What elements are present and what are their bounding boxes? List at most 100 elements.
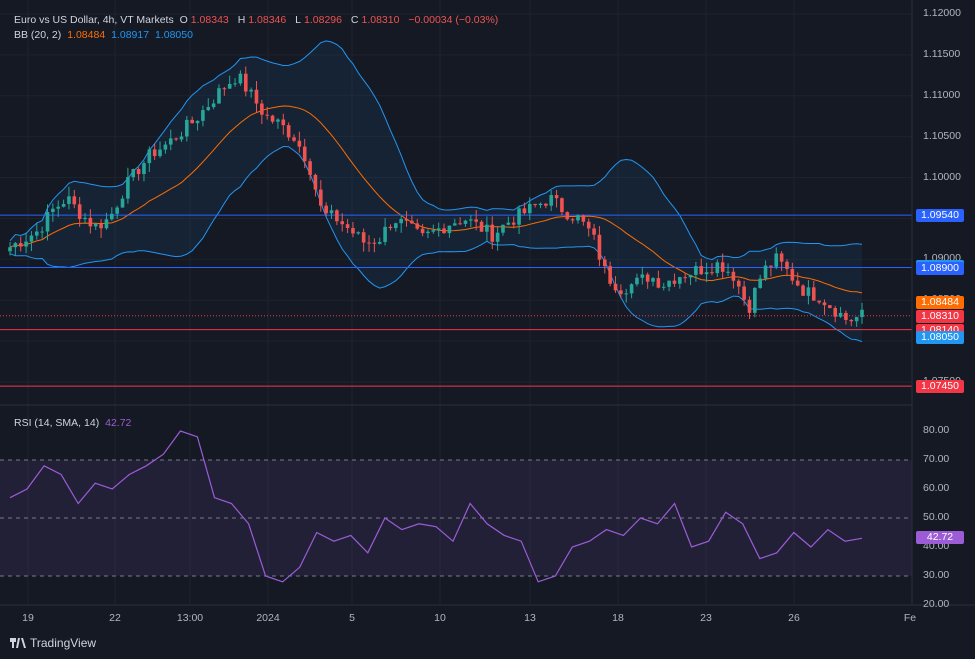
candle-body[interactable]	[828, 305, 832, 309]
candle-body[interactable]	[201, 110, 205, 121]
symbol-title[interactable]: Euro vs US Dollar, 4h, VT Markets	[14, 14, 174, 26]
rsi-label[interactable]: RSI (14, SMA, 14)	[14, 417, 100, 429]
candle-body[interactable]	[683, 277, 687, 279]
candle-body[interactable]	[592, 228, 596, 235]
candle-body[interactable]	[136, 169, 141, 175]
candle-body[interactable]	[790, 269, 795, 281]
candle-body[interactable]	[415, 223, 420, 229]
candle-body[interactable]	[351, 227, 355, 234]
candle-body[interactable]	[329, 210, 334, 214]
candle-body[interactable]	[833, 308, 838, 317]
candle-body[interactable]	[265, 114, 270, 116]
candle-body[interactable]	[292, 137, 296, 141]
candle-body[interactable]	[538, 203, 543, 206]
candle-body[interactable]	[624, 293, 629, 295]
candle-body[interactable]	[34, 231, 39, 236]
candle-body[interactable]	[104, 219, 109, 229]
candle-body[interactable]	[758, 278, 762, 288]
candle-body[interactable]	[469, 219, 473, 221]
candle-body[interactable]	[217, 88, 221, 104]
candle-body[interactable]	[270, 115, 275, 122]
candle-body[interactable]	[661, 286, 666, 288]
candle-body[interactable]	[795, 280, 800, 286]
candle-body[interactable]	[131, 169, 136, 178]
candle-body[interactable]	[8, 247, 12, 252]
candle-body[interactable]	[281, 119, 286, 126]
candle-body[interactable]	[570, 219, 575, 221]
candle-body[interactable]	[152, 149, 157, 157]
candle-body[interactable]	[672, 280, 677, 284]
candle-body[interactable]	[324, 205, 328, 214]
candle-body[interactable]	[308, 161, 312, 175]
candle-body[interactable]	[436, 228, 441, 231]
candle-body[interactable]	[860, 309, 864, 318]
candle-body[interactable]	[260, 103, 264, 115]
candle-body[interactable]	[710, 272, 714, 274]
candle-body[interactable]	[565, 212, 570, 220]
candle-body[interactable]	[356, 232, 361, 234]
candle-body[interactable]	[222, 88, 227, 90]
candle-body[interactable]	[576, 215, 580, 221]
candle-body[interactable]	[297, 140, 302, 147]
candle-body[interactable]	[442, 228, 446, 234]
candle-body[interactable]	[490, 224, 495, 242]
candle-body[interactable]	[517, 208, 521, 225]
candle-body[interactable]	[120, 198, 125, 208]
candle-body[interactable]	[822, 302, 827, 306]
candle-body[interactable]	[597, 234, 602, 260]
candlesticks[interactable]	[8, 66, 864, 327]
candle-body[interactable]	[88, 217, 93, 227]
candle-body[interactable]	[206, 107, 211, 111]
candle-body[interactable]	[61, 203, 66, 207]
candle-body[interactable]	[474, 219, 478, 222]
candle-body[interactable]	[817, 300, 821, 303]
candle-body[interactable]	[704, 272, 709, 275]
candle-body[interactable]	[619, 290, 623, 295]
candle-body[interactable]	[179, 136, 184, 140]
candle-body[interactable]	[77, 204, 82, 220]
candle-body[interactable]	[233, 83, 237, 85]
candle-body[interactable]	[383, 226, 387, 242]
candle-body[interactable]	[554, 195, 559, 199]
candle-body[interactable]	[586, 221, 591, 229]
candle-body[interactable]	[774, 253, 779, 267]
candle-body[interactable]	[699, 266, 704, 275]
candle-body[interactable]	[56, 206, 61, 209]
candle-body[interactable]	[110, 213, 114, 220]
candle-body[interactable]	[29, 235, 34, 242]
candle-body[interactable]	[522, 208, 527, 214]
candle-body[interactable]	[399, 218, 403, 224]
candle-body[interactable]	[185, 119, 189, 137]
tradingview-logo[interactable]: TradingView	[10, 636, 96, 650]
candle-body[interactable]	[849, 319, 854, 322]
candle-body[interactable]	[688, 274, 693, 278]
candle-body[interactable]	[549, 195, 554, 206]
candle-body[interactable]	[544, 203, 548, 206]
candle-body[interactable]	[67, 196, 71, 204]
rsi-legend[interactable]: RSI (14, SMA, 14) 42.72	[14, 416, 134, 430]
candle-body[interactable]	[99, 223, 103, 229]
candle-body[interactable]	[163, 144, 168, 150]
candle-body[interactable]	[801, 285, 805, 296]
candle-body[interactable]	[694, 266, 698, 275]
candle-body[interactable]	[313, 174, 318, 190]
candle-body[interactable]	[190, 119, 194, 124]
bb-label[interactable]: BB (20, 2)	[14, 29, 62, 41]
candle-body[interactable]	[533, 203, 537, 206]
candle-body[interactable]	[254, 89, 259, 104]
candle-body[interactable]	[479, 221, 484, 232]
candle-body[interactable]	[302, 146, 307, 162]
candle-body[interactable]	[720, 262, 725, 272]
candle-body[interactable]	[115, 207, 119, 214]
candle-body[interactable]	[747, 299, 752, 313]
candle-body[interactable]	[238, 73, 243, 84]
candle-body[interactable]	[431, 230, 436, 232]
candle-body[interactable]	[426, 231, 430, 234]
horizontal-lines[interactable]	[0, 214, 912, 387]
candle-body[interactable]	[13, 243, 18, 248]
candle-body[interactable]	[506, 222, 511, 225]
candle-body[interactable]	[249, 89, 253, 92]
candle-body[interactable]	[410, 220, 414, 224]
candle-body[interactable]	[377, 241, 382, 244]
candle-body[interactable]	[195, 120, 200, 124]
